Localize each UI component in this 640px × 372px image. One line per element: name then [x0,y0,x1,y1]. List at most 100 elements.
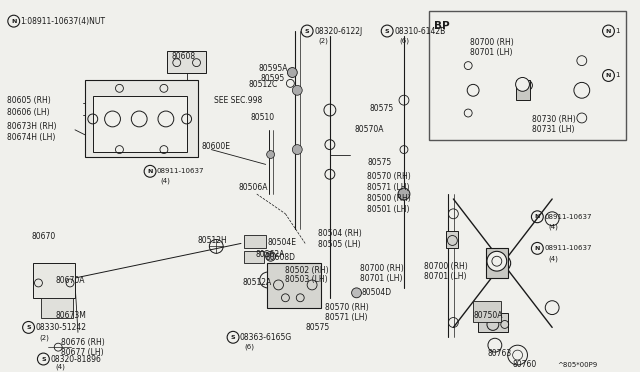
Text: 1: 1 [616,73,620,78]
Text: N: N [147,169,153,174]
Text: 80750A: 80750A [473,311,502,320]
Circle shape [499,259,507,267]
Text: S: S [41,356,45,362]
Text: 08330-51242: 08330-51242 [35,323,86,332]
Bar [85,80,198,157]
Circle shape [495,255,511,271]
Text: 80571 (LH): 80571 (LH) [325,313,367,322]
Text: 80730 (RH): 80730 (RH) [532,115,576,125]
Text: 80571 (LH): 80571 (LH) [367,183,410,192]
Circle shape [292,85,302,95]
Bar [42,298,73,318]
Text: 80502 (RH): 80502 (RH) [285,266,329,275]
Text: 80606 (LH): 80606 (LH) [7,108,49,116]
Bar [267,263,321,308]
Text: 08320-81896: 08320-81896 [51,355,101,363]
Text: 80562A: 80562A [256,250,285,259]
Text: (2): (2) [40,334,49,340]
Bar [93,96,187,151]
Text: 80731 (LH): 80731 (LH) [532,125,575,134]
Circle shape [287,68,297,77]
Text: 80506A: 80506A [239,183,269,192]
Text: SEE SEC.998: SEE SEC.998 [214,96,262,105]
Text: 80608D: 80608D [266,253,296,262]
Text: 80510: 80510 [251,113,275,122]
Text: 80575: 80575 [367,158,392,167]
Text: 80600E: 80600E [202,142,230,151]
Text: 80570 (RH): 80570 (RH) [325,303,369,312]
Text: (4): (4) [160,178,170,185]
Text: 80575: 80575 [305,323,330,332]
Bar [167,51,206,73]
Text: (6): (6) [244,344,254,350]
Text: 80763: 80763 [488,349,512,357]
Text: 80701 (LH): 80701 (LH) [424,272,466,280]
Text: 80677 (LH): 80677 (LH) [61,347,104,357]
Text: 80595A: 80595A [259,64,288,73]
Text: 08320-6122J: 08320-6122J [314,26,362,36]
Text: 80674H (LH): 80674H (LH) [7,133,55,142]
Text: 80504 (RH): 80504 (RH) [318,229,362,238]
Text: 80512H: 80512H [198,236,227,245]
Text: (4): (4) [55,364,65,370]
Text: 80500 (RH): 80500 (RH) [367,195,411,203]
Text: S: S [231,335,236,340]
Text: N: N [11,19,17,24]
Bar [33,263,75,298]
Text: N: N [606,29,611,33]
Bar [244,234,266,248]
Text: 1: 1 [616,28,620,34]
Bar [486,248,508,278]
Text: 80760: 80760 [513,360,537,369]
Text: N: N [606,73,611,78]
Text: 80503 (LH): 80503 (LH) [285,276,328,285]
Text: (4): (4) [548,224,558,230]
Circle shape [522,80,532,90]
Text: 80670: 80670 [31,232,56,241]
Text: 80512A: 80512A [243,279,272,288]
Text: 08911-10637: 08911-10637 [157,168,205,174]
Circle shape [351,288,362,298]
Text: 08911-10637: 08911-10637 [544,214,592,220]
Text: S: S [26,325,31,330]
Circle shape [267,151,275,158]
Text: 80504E: 80504E [268,238,296,247]
Bar [478,312,508,332]
Circle shape [398,188,410,200]
Text: 80700 (RH): 80700 (RH) [470,38,514,47]
Text: N: N [534,214,540,219]
Text: 80701 (LH): 80701 (LH) [360,273,402,282]
Text: 80575: 80575 [369,103,394,113]
Text: 80505 (LH): 80505 (LH) [318,240,361,249]
Bar [429,11,627,140]
Text: 80673M: 80673M [55,311,86,320]
Text: 80670A: 80670A [55,276,84,285]
Circle shape [266,251,276,261]
Text: N: N [534,246,540,251]
Circle shape [292,145,302,154]
Text: 08363-6165G: 08363-6165G [240,333,292,342]
Bar [516,80,531,100]
Bar [244,251,264,263]
Text: BP: BP [434,21,449,31]
Circle shape [516,77,529,91]
Text: 80701 (LH): 80701 (LH) [470,48,513,57]
Text: S: S [305,29,310,33]
Text: 1:08911-10637(4)NUT: 1:08911-10637(4)NUT [20,17,106,26]
Text: 80676 (RH): 80676 (RH) [61,338,105,347]
Text: 80605 (RH): 80605 (RH) [7,96,51,105]
Text: 80512C: 80512C [249,80,278,89]
Text: 80570A: 80570A [355,125,384,134]
Text: 80595: 80595 [260,74,285,83]
Bar [447,231,458,248]
Text: ^805*00P9: ^805*00P9 [557,362,597,368]
Text: 80570 (RH): 80570 (RH) [367,172,411,181]
Circle shape [487,251,507,271]
Text: 80700 (RH): 80700 (RH) [360,264,403,273]
Text: 80504D: 80504D [362,288,392,297]
Text: S: S [385,29,390,33]
Text: 08310-6142B: 08310-6142B [394,26,445,36]
Text: (4): (4) [548,255,558,262]
Bar [473,301,500,323]
Text: 80608: 80608 [172,52,196,61]
